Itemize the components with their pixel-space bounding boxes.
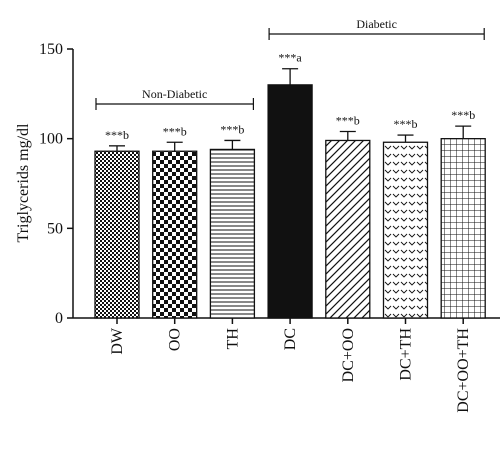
significance-label: ***b	[220, 122, 244, 136]
x-tick-label: DC+OO	[340, 328, 357, 382]
y-tick-label: 100	[39, 131, 63, 148]
significance-label: ***b	[163, 124, 187, 138]
bar-dc-th	[382, 141, 429, 319]
bar-dc	[267, 84, 313, 319]
y-axis-title: Triglycerids mg/dl	[15, 123, 32, 243]
x-tick-label: TH	[224, 328, 241, 350]
significance-label: ***b	[394, 117, 418, 131]
bar-oo	[152, 150, 198, 319]
significance-label: ***b	[451, 108, 475, 122]
bar-th	[209, 148, 256, 319]
significance-label: ***b	[105, 128, 129, 142]
bar-dc-oo	[325, 139, 371, 319]
significance-label: ***a	[278, 51, 302, 65]
group-label: Diabetic	[356, 17, 397, 31]
x-tick-label: DC+TH	[398, 328, 415, 381]
y-tick-label: 150	[39, 41, 63, 58]
y-tick-label: 0	[55, 310, 63, 327]
bar-dc-oo-th	[440, 138, 486, 319]
x-tick-label: DW	[109, 327, 126, 355]
x-tick-label: OO	[167, 328, 184, 351]
x-tick-label: DC	[282, 328, 299, 350]
bar-dw	[94, 150, 140, 319]
group-label: Non-Diabetic	[142, 87, 207, 101]
plot-area: 0 50 100 150 ***b DW ***b OO ***b TH ***a DC ***b DC+…	[39, 17, 500, 413]
significance-label: ***b	[336, 113, 360, 127]
y-tick-label: 50	[47, 220, 63, 237]
x-tick-label: DC+OO+TH	[455, 328, 472, 413]
